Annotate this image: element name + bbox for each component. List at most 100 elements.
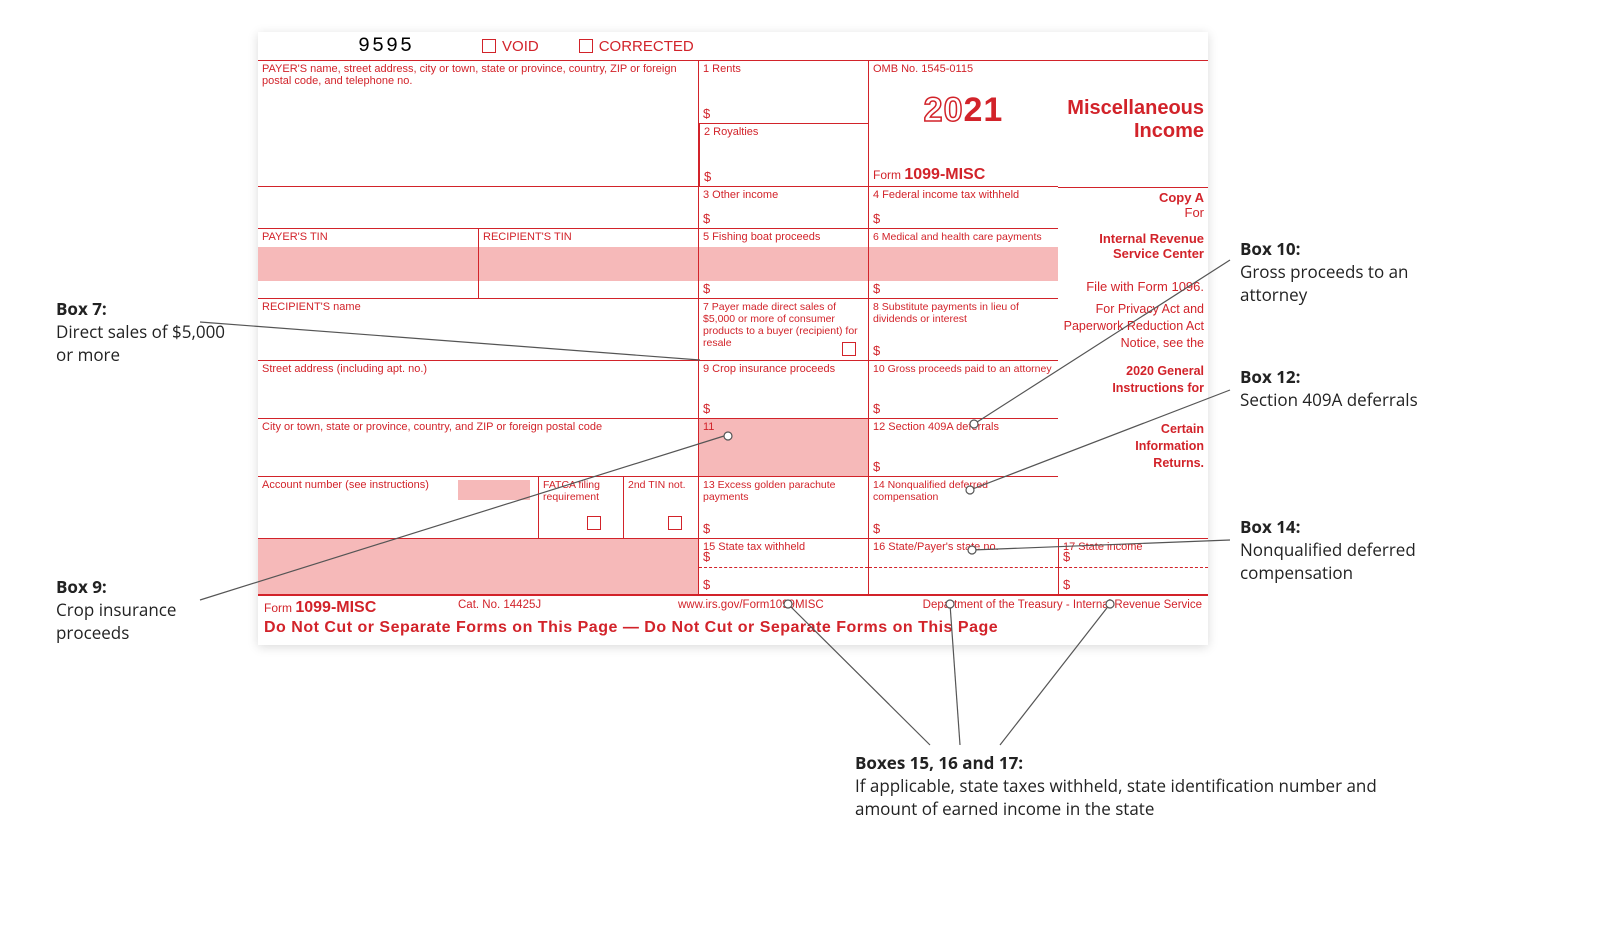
box-7-label: 7 Payer made direct sales of $5,000 or m… <box>703 301 858 349</box>
box-8: 8 Substitute payments in lieu of dividen… <box>868 299 1058 361</box>
title-block: Miscellaneous Income <box>1058 61 1208 187</box>
box-4: 4 Federal income tax withheld $ <box>868 187 1058 229</box>
fatca-checkbox[interactable] <box>587 516 601 530</box>
dash-line <box>1059 567 1208 568</box>
gen-3: Certain <box>1161 422 1204 436</box>
anno-box-10-title: Box 10: <box>1240 237 1300 260</box>
box-11-label: 11 <box>703 421 714 433</box>
dollar-sign: $ <box>703 549 710 564</box>
dollar-sign: $ <box>703 577 710 592</box>
city-block: City or town, state or province, country… <box>258 419 698 477</box>
pink-strip <box>699 247 868 281</box>
pink-strip <box>479 247 698 281</box>
anno-box-9: Box 9: Crop insurance proceeds <box>56 576 226 645</box>
box-2-label: 2 Royalties <box>704 126 758 138</box>
box-17: 17 State income $ $ <box>1058 539 1208 595</box>
dollar-sign: $ <box>873 281 880 296</box>
account-number: Account number (see instructions) <box>258 477 538 539</box>
box-15: 15 State tax withheld $ $ <box>698 539 868 595</box>
box-6-label: 6 Medical and health care payments <box>873 231 1042 243</box>
box-16: 16 State/Payer's state no. <box>868 539 1058 595</box>
anno-box-7: Box 7: Direct sales of $5,000 or more <box>56 298 226 367</box>
anno-box-15-16-17: Boxes 15, 16 and 17: If applicable, stat… <box>855 752 1395 821</box>
box-13-label: 13 Excess golden parachute payments <box>703 479 836 503</box>
file-with: File with Form 1096. <box>1062 279 1204 294</box>
pink-strip <box>869 247 1058 281</box>
box-9: 9 Crop insurance proceeds $ <box>698 361 868 419</box>
row-1: PAYER'S name, street address, city or to… <box>258 60 1208 187</box>
box-14-label: 14 Nonqualified deferred compensation <box>873 479 988 503</box>
box-5: 5 Fishing boat proceeds $ <box>698 229 868 299</box>
instructions-2: 2020 General Instructions for <box>1058 361 1208 419</box>
row-6: City or town, state or province, country… <box>258 419 1208 477</box>
footer-dept: Department of the Treasury - Internal Re… <box>923 599 1202 611</box>
year-suffix: 21 <box>964 91 1004 130</box>
dollar-sign: $ <box>704 169 711 184</box>
box-12: 12 Section 409A deferrals $ <box>868 419 1058 477</box>
corrected-checkbox[interactable] <box>579 39 593 53</box>
title-line-1: Miscellaneous <box>1062 97 1204 120</box>
box-4-label: 4 Federal income tax withheld <box>873 189 1019 201</box>
corrected-label: CORRECTED <box>599 38 694 55</box>
fatca: FATCA filing requirement <box>538 477 623 539</box>
recipient-tin: RECIPIENT'S TIN <box>478 229 698 299</box>
footer-url: www.irs.gov/Form1099MISC <box>678 599 824 611</box>
second-tin-checkbox[interactable] <box>668 516 682 530</box>
void-label: VOID <box>502 38 539 55</box>
title-line-2: Income <box>1062 120 1204 143</box>
recipient-name-label: RECIPIENT'S name <box>262 301 361 313</box>
for-label: For <box>1062 205 1204 220</box>
anno-box-14-title: Box 14: <box>1240 515 1300 538</box>
dollar-sign: $ <box>703 521 710 536</box>
gen-2: Instructions for <box>1112 381 1204 395</box>
pink-block <box>458 480 530 500</box>
dollar-sign: $ <box>873 401 880 416</box>
dash-line <box>869 567 1058 568</box>
dollar-sign: $ <box>703 106 710 121</box>
dollar-sign: $ <box>703 401 710 416</box>
anno-box-14: Box 14: Nonqualified deferred compensati… <box>1240 516 1440 585</box>
box-6: 6 Medical and health care payments $ <box>868 229 1058 299</box>
void-checkbox[interactable] <box>482 39 496 53</box>
box-1-label: 1 Rents <box>703 63 741 75</box>
box-16-label: 16 State/Payer's state no. <box>873 541 999 553</box>
payer-block: PAYER'S name, street address, city or to… <box>258 61 698 187</box>
anno-box-9-title: Box 9: <box>56 575 107 598</box>
omb-year-block: OMB No. 1545-0115 2021 Form 1099-MISC <box>868 61 1058 187</box>
fatca-label: FATCA filing requirement <box>543 479 600 503</box>
box-9-label: 9 Crop insurance proceeds <box>703 363 835 375</box>
anno-box-10-desc: Gross proceeds to an attorney <box>1240 260 1408 306</box>
irs-line-1: Internal Revenue <box>1062 231 1204 246</box>
payer-tin-label: PAYER'S TIN <box>262 231 328 243</box>
box-14: 14 Nonqualified deferred compensation $ <box>868 477 1058 539</box>
box-3-label: 3 Other income <box>703 189 778 201</box>
payer-blank <box>258 187 698 229</box>
col-1-2: 1 Rents $ 2 Royalties $ <box>698 61 868 187</box>
instructions-3: Certain Information Returns. <box>1058 419 1208 477</box>
dash-line <box>699 567 868 568</box>
pink-strip <box>258 247 478 281</box>
gen-4: Information <box>1135 439 1204 453</box>
copy-a-block: Copy A For <box>1058 187 1208 229</box>
box-2: 2 Royalties $ <box>699 124 868 187</box>
street-label: Street address (including apt. no.) <box>262 363 427 375</box>
second-tin-label: 2nd TIN not. <box>628 479 686 491</box>
box-13: 13 Excess golden parachute payments $ <box>698 477 868 539</box>
blank-right <box>1058 477 1208 539</box>
row-8: 15 State tax withheld $ $ 16 State/Payer… <box>258 539 1208 595</box>
anno-box-9-desc: Crop insurance proceeds <box>56 598 176 644</box>
box-7-checkbox[interactable] <box>842 342 856 356</box>
payer-tin: PAYER'S TIN <box>258 229 478 299</box>
cat-no: Cat. No. 14425J <box>458 599 541 611</box>
box-10-label: 10 Gross proceeds paid to an attorney <box>873 363 1052 375</box>
instructions-1: For Privacy Act and Paperwork Reduction … <box>1058 299 1208 361</box>
box-12-label: 12 Section 409A deferrals <box>873 421 999 433</box>
box-5-label: 5 Fishing boat proceeds <box>703 231 820 243</box>
top-bar: 9595 VOID CORRECTED <box>258 32 1208 60</box>
footer-form: Form 1099-MISC <box>264 601 376 615</box>
anno-box-10: Box 10: Gross proceeds to an attorney <box>1240 238 1440 307</box>
recipient-name: RECIPIENT'S name <box>258 299 698 361</box>
box-1: 1 Rents $ <box>699 61 868 124</box>
dollar-sign: $ <box>873 459 880 474</box>
footer-row: Form 1099-MISC Cat. No. 14425J www.irs.g… <box>258 595 1208 617</box>
